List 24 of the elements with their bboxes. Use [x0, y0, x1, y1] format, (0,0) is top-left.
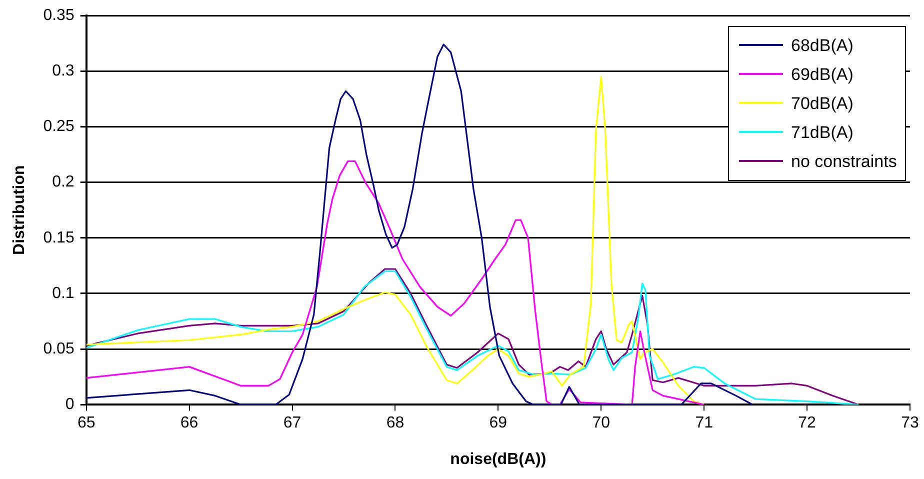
x-tick-label: 65 [77, 414, 96, 432]
x-tick-label: 70 [592, 414, 610, 432]
x-axis-title: noise(dB(A)) [450, 450, 546, 468]
legend-label: 68dB(A) [791, 34, 854, 57]
legend-label: 70dB(A) [791, 92, 854, 115]
y-tick-label: 0.3 [52, 62, 74, 80]
legend-label: 69dB(A) [791, 64, 854, 86]
y-tick-label: 0.05 [43, 340, 74, 358]
x-tick-label: 72 [798, 414, 816, 432]
x-tick-label: 71 [695, 414, 714, 432]
x-tick-label: 67 [283, 414, 302, 432]
x-tick-label: 73 [901, 414, 919, 432]
y-tick-label: 0.15 [43, 229, 74, 246]
legend-label: 71dB(A) [791, 122, 854, 144]
x-tick-label: 69 [489, 414, 508, 432]
y-tick-label: 0.35 [43, 7, 74, 24]
x-tick-label: 68 [386, 414, 404, 432]
y-axis-title: Distribution [11, 165, 28, 255]
y-tick-label: 0.2 [52, 174, 74, 191]
y-tick-label: 0 [65, 396, 74, 414]
y-tick-label: 0.1 [52, 284, 74, 302]
legend-label: no constraints [791, 150, 897, 173]
x-tick-label: 66 [180, 414, 198, 432]
y-tick-label: 0.25 [43, 118, 74, 136]
